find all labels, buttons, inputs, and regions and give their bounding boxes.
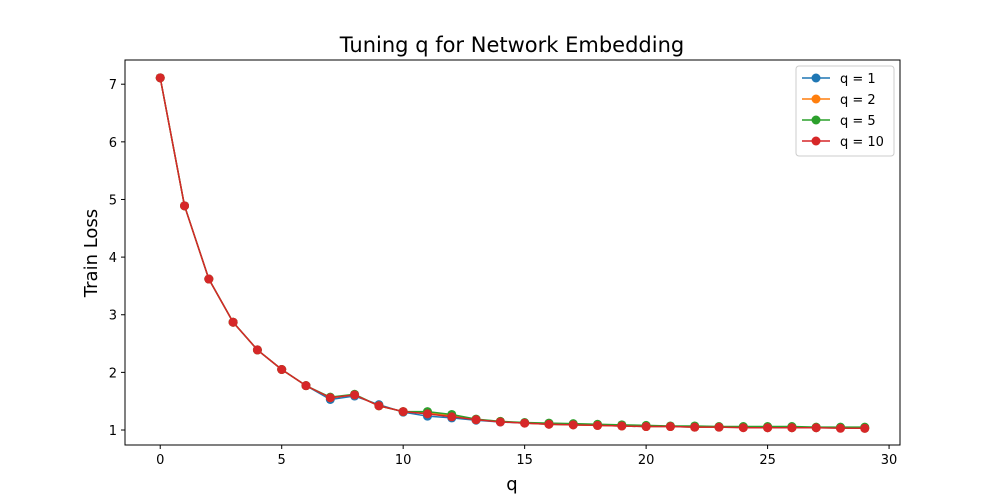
data-point — [738, 423, 748, 433]
data-point — [350, 390, 360, 400]
x-tick-label: 15 — [516, 453, 533, 468]
legend-marker — [811, 73, 821, 83]
data-point — [835, 423, 845, 433]
x-axis-title: q — [506, 474, 517, 495]
x-tick-label: 5 — [278, 453, 286, 468]
legend-marker — [811, 94, 821, 104]
data-point — [447, 412, 457, 422]
x-axis: 0 5 10 15 20 25 30 — [156, 445, 897, 468]
y-axis-title: Train Loss — [81, 209, 102, 298]
y-tick-label: 3 — [109, 309, 117, 324]
y-tick-label: 7 — [109, 78, 117, 93]
data-point — [155, 73, 165, 83]
data-point — [520, 418, 530, 428]
legend-label: q = 10 — [840, 135, 884, 150]
data-point — [811, 423, 821, 433]
legend-marker — [811, 136, 821, 146]
data-point — [690, 422, 700, 432]
x-tick-label: 10 — [395, 453, 412, 468]
data-point — [617, 421, 627, 431]
data-point — [641, 422, 651, 432]
data-point — [860, 423, 870, 433]
data-point — [398, 407, 408, 417]
series-4 — [155, 73, 870, 433]
data-point — [763, 423, 773, 433]
x-tick-label: 20 — [638, 453, 655, 468]
data-point — [374, 401, 384, 411]
data-point — [544, 419, 554, 429]
data-point — [714, 422, 724, 432]
data-point — [422, 409, 432, 419]
data-point — [228, 317, 238, 327]
legend-marker — [811, 115, 821, 125]
data-point — [252, 345, 262, 355]
data-point — [325, 393, 335, 403]
y-tick-label: 6 — [109, 136, 117, 151]
plot-area — [155, 73, 870, 433]
data-point — [593, 420, 603, 430]
y-axis: 1 2 3 4 5 6 7 — [109, 78, 125, 439]
legend-label: q = 5 — [840, 114, 876, 129]
data-point — [180, 201, 190, 211]
legend-box — [795, 65, 895, 157]
data-point — [787, 423, 797, 433]
y-tick-label: 1 — [109, 424, 117, 439]
data-point — [471, 415, 481, 425]
x-tick-label: 25 — [759, 453, 776, 468]
plot-frame — [124, 59, 901, 446]
data-point — [665, 422, 675, 432]
data-point — [301, 381, 311, 391]
data-point — [568, 420, 578, 430]
x-tick-label: 0 — [156, 453, 164, 468]
legend-label: q = 1 — [840, 72, 876, 87]
data-point — [204, 274, 214, 284]
data-point — [495, 417, 505, 427]
x-tick-label: 30 — [881, 453, 898, 468]
y-tick-label: 2 — [109, 366, 117, 381]
legend: q = 1 q = 2 q = 5 q = 10 — [795, 65, 895, 157]
y-tick-label: 5 — [109, 193, 117, 208]
chart-title: Tuning q for Network Embedding — [339, 33, 684, 57]
data-point — [277, 364, 287, 374]
y-tick-label: 4 — [109, 251, 117, 266]
legend-label: q = 2 — [840, 93, 876, 108]
